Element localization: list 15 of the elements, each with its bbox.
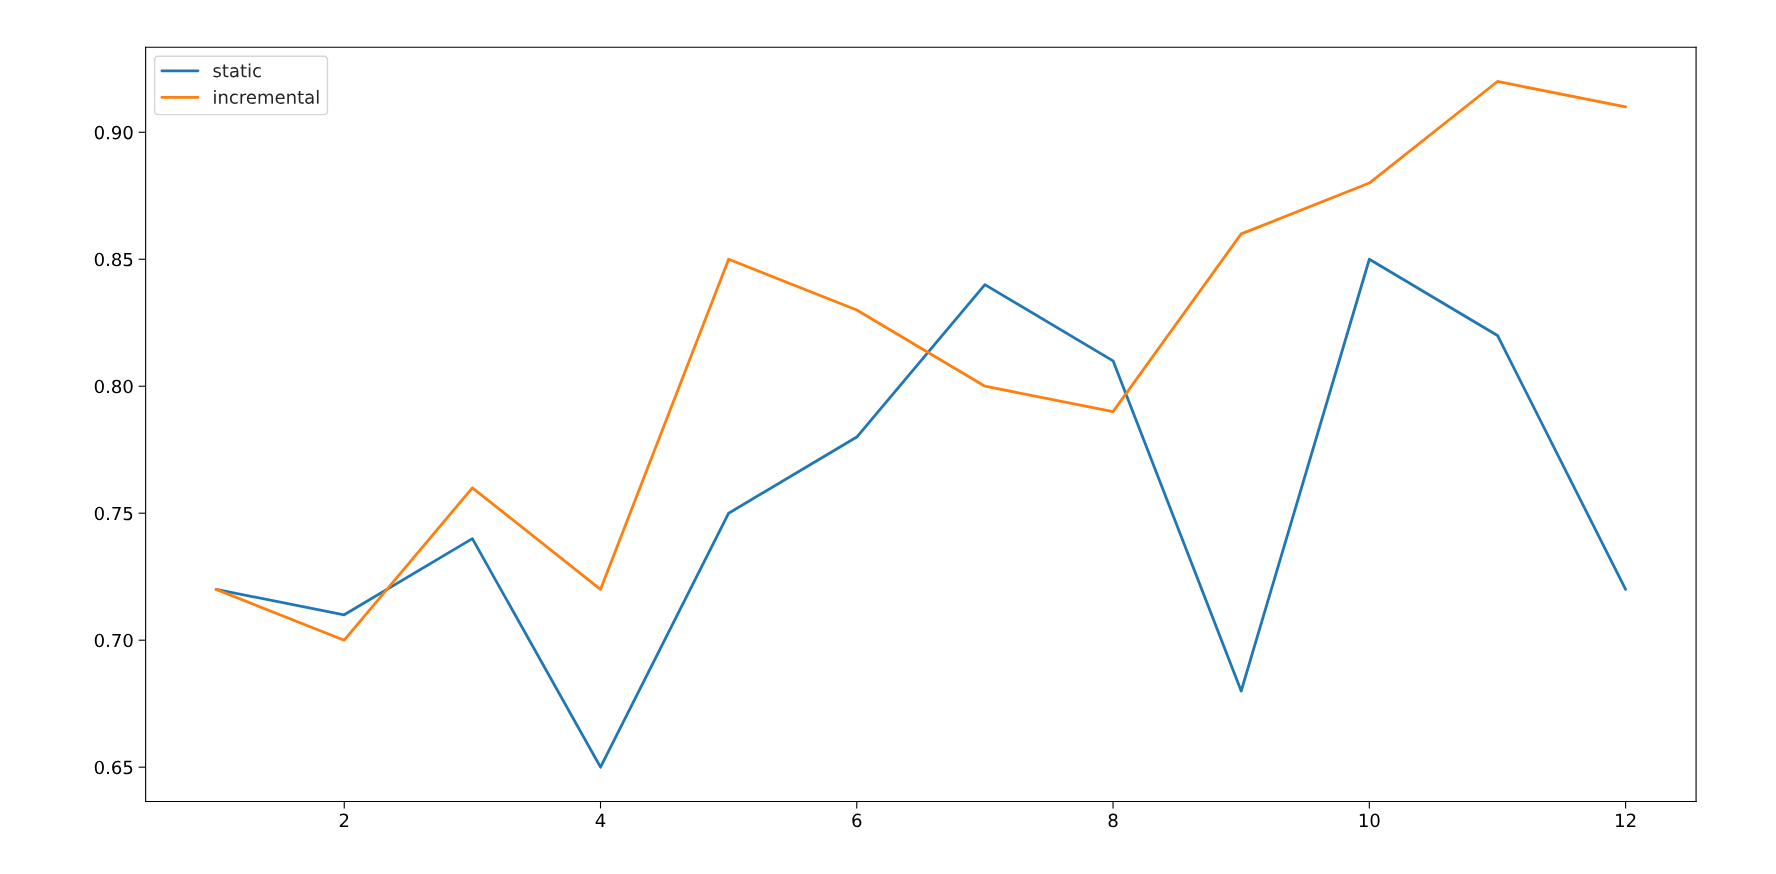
legend-label: static xyxy=(213,63,261,78)
x-tick-label: 6 xyxy=(852,813,862,828)
y-tick-label: 0.75 xyxy=(94,506,133,521)
x-tick-label: 12 xyxy=(1616,813,1636,827)
y-tick-label: 0.90 xyxy=(94,125,133,140)
line-series xyxy=(214,80,1627,642)
y-tick-label: 0.70 xyxy=(94,633,133,648)
y-tick-label: 0.65 xyxy=(94,760,133,775)
x-tick-label: 2 xyxy=(339,813,349,827)
y-tick-label: 0.85 xyxy=(94,252,133,267)
x-tick-label: 8 xyxy=(1108,813,1118,828)
x-tick-label: 4 xyxy=(595,813,606,827)
legend-label: incremental xyxy=(214,89,319,104)
x-tick-label: 10 xyxy=(1359,813,1380,828)
y-tick-label: 0.80 xyxy=(94,379,133,394)
